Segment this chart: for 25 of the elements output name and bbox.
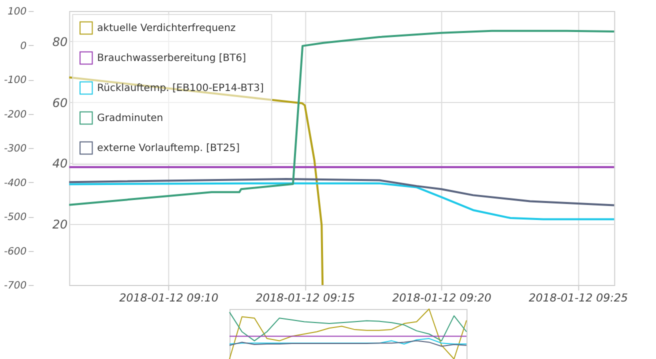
y-tick-label: 60 — [52, 96, 68, 110]
y-tick-label: 20 — [52, 218, 68, 232]
x-tick-label: 2018-01-12 09:25 — [528, 292, 628, 304]
x-tick-label: 2018-01-12 09:15 — [256, 292, 355, 304]
y2-tick-label: -500 — [4, 212, 27, 223]
legend-label: Brauchwasserbereitung [BT6] — [97, 53, 246, 64]
x-tick-label: 2018-01-12 09:10 — [119, 292, 218, 304]
x-tick-label: 2018-01-12 09:20 — [392, 292, 492, 304]
line-series — [68, 76, 324, 286]
y2-tick-label: -100 — [4, 75, 27, 86]
y2-tick-label: 100 — [8, 6, 27, 18]
line-series — [68, 178, 616, 206]
legend-label: Gradminuten — [97, 113, 164, 124]
line-series — [68, 182, 616, 220]
y2-tick-label: -400 — [4, 178, 27, 189]
legend-label: Rücklauftemp. [EB100-EP14-BT3] — [97, 83, 264, 94]
y2-tick-label: -200 — [4, 109, 27, 120]
legend-label: aktuelle Verdichterfrequenz — [97, 23, 236, 34]
y2-tick-label: 0 — [20, 40, 27, 52]
y-tick-label: 40 — [52, 156, 68, 171]
y-tick-label: 80 — [52, 34, 68, 49]
y2-tick-label: -700 — [4, 280, 27, 292]
y2-tick-label: -600 — [4, 246, 27, 258]
y2-tick-label: -300 — [4, 144, 27, 154]
legend-label: externe Vorlauftemp. [BT25] — [97, 143, 240, 154]
